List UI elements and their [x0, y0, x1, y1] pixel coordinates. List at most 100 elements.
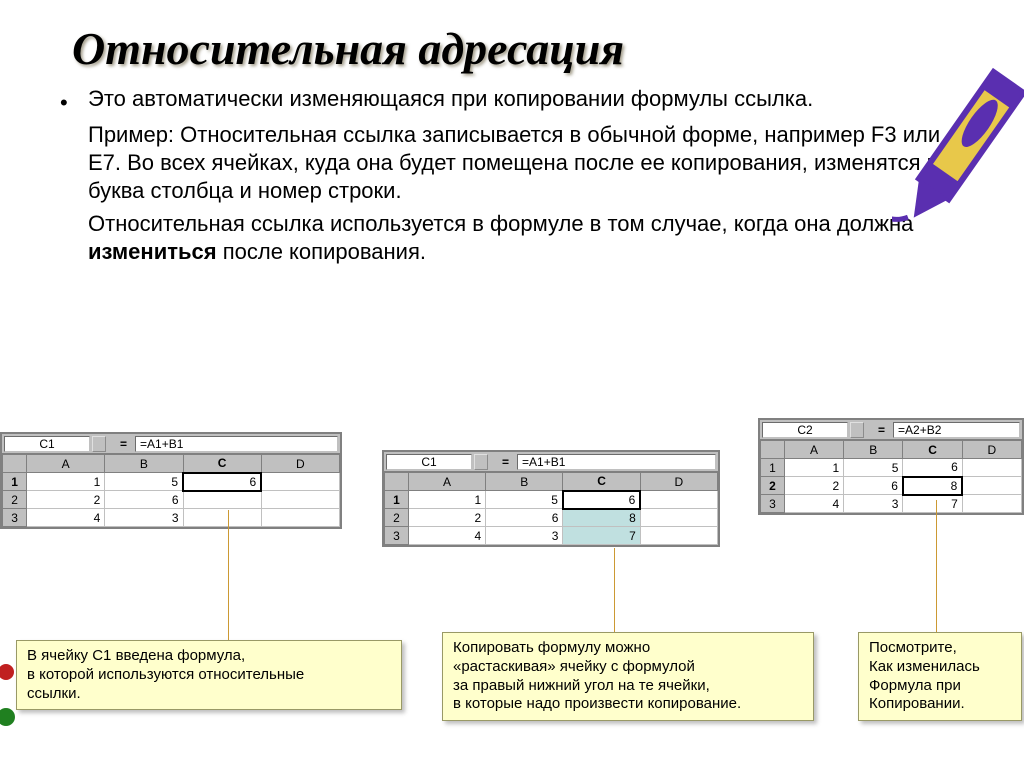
bullet-1: Это автоматически изменяющаяся при копир…: [88, 85, 964, 117]
cell: 6: [903, 459, 962, 477]
col-header: A: [27, 455, 105, 473]
callout-line: Копировать формулу можно: [453, 639, 803, 658]
row-header: 1: [761, 459, 785, 477]
bullet-3c: после копирования.: [217, 239, 426, 264]
name-box: C1: [386, 454, 472, 470]
cell: 4: [27, 509, 105, 527]
cell: [640, 527, 717, 545]
cell: [962, 459, 1021, 477]
cell: 6: [105, 491, 183, 509]
callout-line-1: [228, 510, 229, 640]
cell: 5: [105, 473, 183, 491]
row-header: 2: [761, 477, 785, 495]
col-header: D: [962, 441, 1021, 459]
callout-line: за правый нижний угол на те ячейки,: [453, 677, 803, 696]
cell: 2: [784, 477, 843, 495]
cell: 2: [408, 509, 485, 527]
col-header: [3, 455, 27, 473]
cell: [261, 509, 339, 527]
row-header: 3: [385, 527, 409, 545]
callout-line: в которые надо произвести копирование.: [453, 695, 803, 714]
cell: 8: [903, 477, 962, 495]
col-header: A: [784, 441, 843, 459]
callout-line: В ячейку С1 введена формула,: [27, 647, 391, 666]
col-header: C: [183, 455, 261, 473]
cell: [962, 495, 1021, 513]
row-header: 1: [3, 473, 27, 491]
col-header: D: [261, 455, 339, 473]
grid: ABCD115622683437: [384, 472, 718, 545]
cell: 1: [408, 491, 485, 509]
slide-title: Относительная адресация: [0, 0, 1024, 75]
row-header: 1: [385, 491, 409, 509]
bullet-3a: Относительная ссылка используется в форм…: [88, 211, 913, 236]
excel-snippet-2: C1==A1+B1ABCD115622683437: [382, 450, 720, 547]
callout-line: Формула при: [869, 677, 1011, 696]
formula-field: =A1+B1: [135, 436, 338, 452]
name-box: C1: [4, 436, 90, 452]
cell: [640, 491, 717, 509]
cell: 3: [486, 527, 563, 545]
row-header: 3: [761, 495, 785, 513]
cell: [261, 473, 339, 491]
cell: 6: [563, 491, 640, 509]
col-header: [761, 441, 785, 459]
dropdown-icon: [92, 436, 106, 452]
bullet-3b: измениться: [88, 239, 217, 264]
cell: 4: [408, 527, 485, 545]
cell: [962, 477, 1021, 495]
callout-line: ссылки.: [27, 685, 391, 704]
col-header: B: [844, 441, 903, 459]
callout-line: Как изменилась: [869, 658, 1011, 677]
cell: [183, 491, 261, 509]
cell: 6: [844, 477, 903, 495]
col-header: D: [640, 473, 717, 491]
col-header: A: [408, 473, 485, 491]
excel-snippet-3: C2==A2+B2ABCD115622683437: [758, 418, 1024, 515]
callout-3: Посмотрите,Как измениласьФормула приКопи…: [858, 632, 1022, 721]
col-header: C: [903, 441, 962, 459]
cell: [183, 509, 261, 527]
grid: ABCD115622683437: [760, 440, 1022, 513]
row-header: 2: [385, 509, 409, 527]
cell: 7: [563, 527, 640, 545]
callout-2: Копировать формулу можно«растаскивая» яч…: [442, 632, 814, 721]
equals-icon: =: [872, 423, 891, 437]
col-header: B: [105, 455, 183, 473]
col-header: [385, 473, 409, 491]
dropdown-icon: [850, 422, 864, 438]
equals-icon: =: [114, 437, 133, 451]
cell: 3: [844, 495, 903, 513]
callout-1: В ячейку С1 введена формула,в которой ис…: [16, 640, 402, 710]
callout-line: Копировании.: [869, 695, 1011, 714]
cell: [640, 509, 717, 527]
crayon-clipart: [892, 40, 1024, 250]
grid: ABCD1156226343: [2, 454, 340, 527]
bullet-3: Относительная ссылка используется в форм…: [60, 210, 964, 266]
cell: 8: [563, 509, 640, 527]
excel-snippet-1: C1==A1+B1ABCD1156226343: [0, 432, 342, 529]
cell: 2: [27, 491, 105, 509]
body-text: • Это автоматически изменяющаяся при коп…: [0, 75, 1024, 266]
cell: 5: [844, 459, 903, 477]
callout-line: Посмотрите,: [869, 639, 1011, 658]
cell: 1: [27, 473, 105, 491]
cell: [261, 491, 339, 509]
equals-icon: =: [496, 455, 515, 469]
col-header: B: [486, 473, 563, 491]
callout-line-3: [936, 500, 937, 632]
name-box: C2: [762, 422, 848, 438]
formula-field: =A2+B2: [893, 422, 1020, 438]
callout-line-2: [614, 548, 615, 634]
bullet-icon: •: [60, 85, 88, 117]
callout-line: в которой используются относительные: [27, 666, 391, 685]
cell: 5: [486, 491, 563, 509]
dropdown-icon: [474, 454, 488, 470]
col-header: C: [563, 473, 640, 491]
cell: 6: [486, 509, 563, 527]
cell: 4: [784, 495, 843, 513]
cell: 7: [903, 495, 962, 513]
cell: 6: [183, 473, 261, 491]
formula-field: =A1+B1: [517, 454, 716, 470]
bullet-2: Пример: Относительная ссылка записываетс…: [60, 121, 964, 205]
